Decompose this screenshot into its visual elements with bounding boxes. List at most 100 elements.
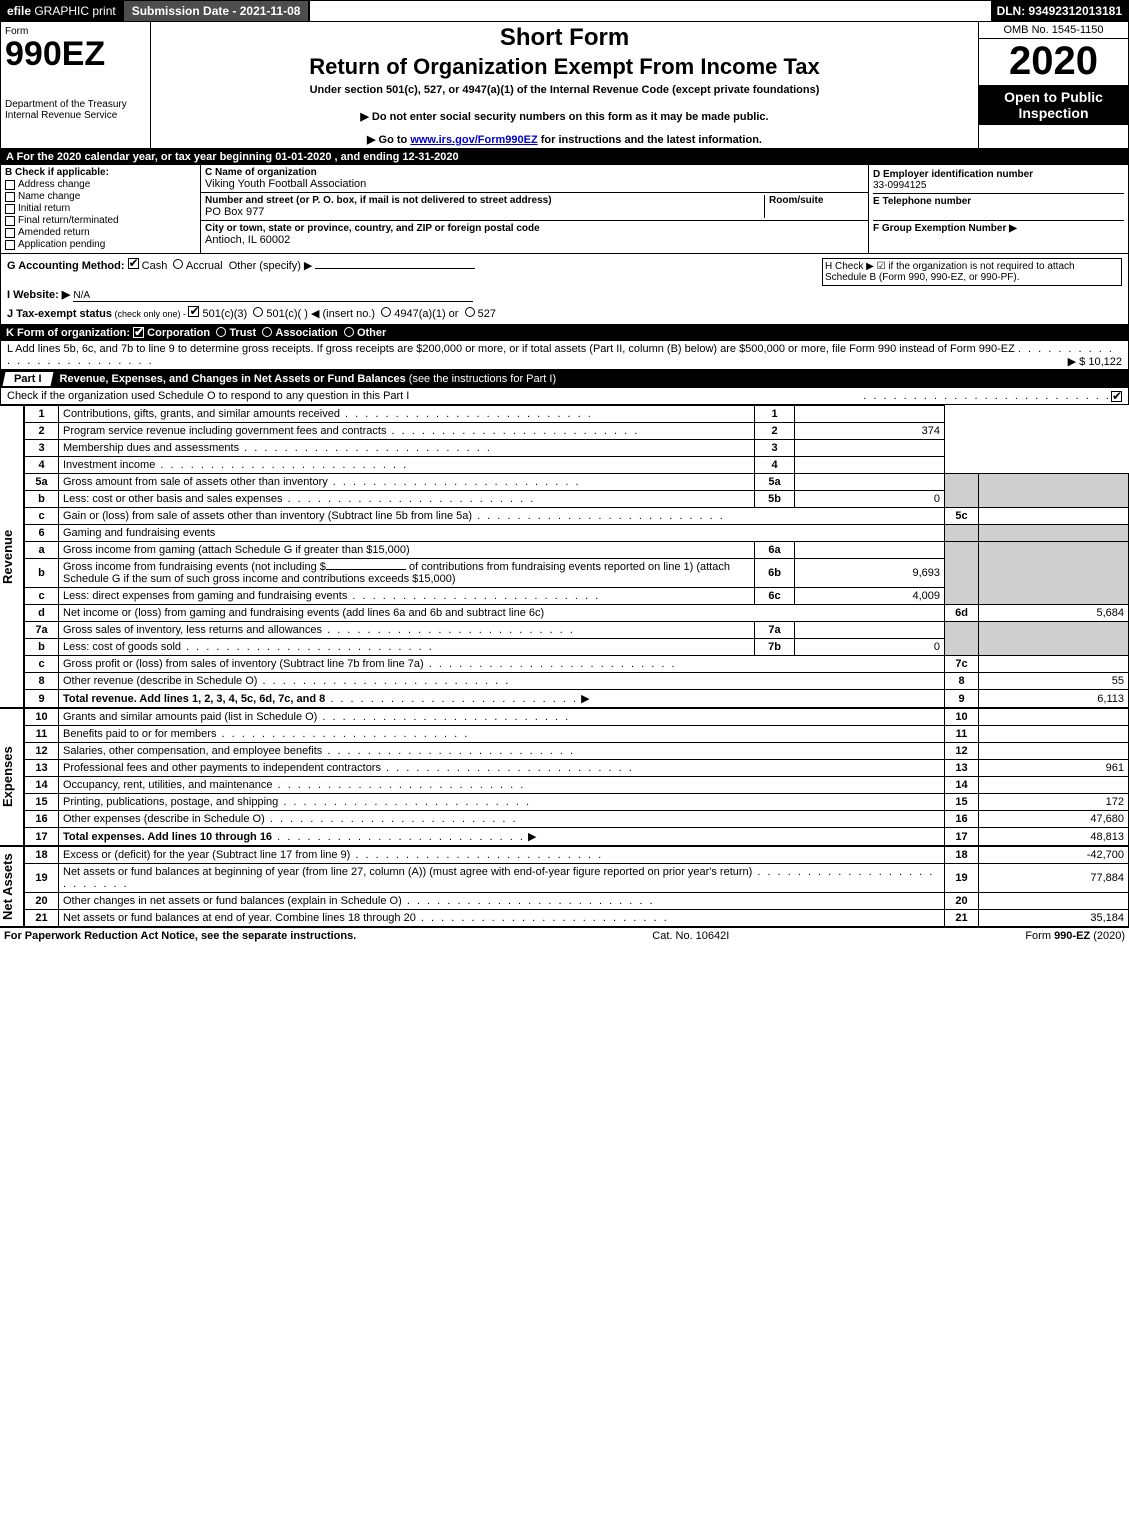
g-accrual-radio[interactable] bbox=[173, 259, 183, 269]
line-11: 11Benefits paid to or for members11 bbox=[25, 726, 1129, 743]
part1-check-text: Check if the organization used Schedule … bbox=[7, 390, 863, 402]
chk-address-change[interactable]: Address change bbox=[5, 179, 196, 190]
footer-left: For Paperwork Reduction Act Notice, see … bbox=[4, 930, 356, 942]
line-9: 9Total revenue. Add lines 1, 2, 3, 4, 5c… bbox=[25, 690, 1129, 708]
city-row: City or town, state or province, country… bbox=[201, 221, 868, 248]
box-c: C Name of organization Viking Youth Foot… bbox=[201, 165, 868, 253]
f-label: F Group Exemption Number ▶ bbox=[873, 223, 1124, 234]
section-g-l: H Check ▶ ☑ if the organization is not r… bbox=[0, 254, 1129, 325]
line-6a: aGross income from gaming (attach Schedu… bbox=[25, 542, 1129, 559]
efile-label: efile GRAPHIC print bbox=[1, 1, 122, 21]
part1-schedule-o-check[interactable] bbox=[1111, 391, 1122, 402]
h-box: H Check ▶ ☑ if the organization is not r… bbox=[822, 258, 1122, 286]
k-label: K Form of organization: bbox=[6, 327, 130, 339]
revenue-side-label: Revenue bbox=[0, 405, 24, 708]
line-10: 10Grants and similar amounts paid (list … bbox=[25, 709, 1129, 726]
k-assoc-radio[interactable] bbox=[262, 327, 272, 337]
omb-number: OMB No. 1545-1150 bbox=[979, 22, 1128, 39]
org-name-row: C Name of organization Viking Youth Foot… bbox=[201, 165, 868, 193]
goto-line: ▶ Go to www.irs.gov/Form990EZ for instru… bbox=[157, 133, 972, 146]
g-label: G Accounting Method: bbox=[7, 260, 125, 272]
d-row: D Employer identification number 33-0994… bbox=[873, 167, 1124, 194]
box-d: D Employer identification number 33-0994… bbox=[868, 165, 1128, 253]
line-20: 20Other changes in net assets or fund ba… bbox=[25, 893, 1129, 910]
dept-label: Department of the Treasury bbox=[5, 99, 146, 110]
line-2: 2Program service revenue including gover… bbox=[25, 423, 1129, 440]
k-other-radio[interactable] bbox=[344, 327, 354, 337]
line-14: 14Occupancy, rent, utilities, and mainte… bbox=[25, 777, 1129, 794]
box-b-title: B Check if applicable: bbox=[5, 167, 196, 178]
l-amt: ▶ $ 10,122 bbox=[1068, 355, 1122, 368]
e-row: E Telephone number bbox=[873, 194, 1124, 221]
under-section: Under section 501(c), 527, or 4947(a)(1)… bbox=[157, 84, 972, 96]
chk-name-change[interactable]: Name change bbox=[5, 191, 196, 202]
header-right: OMB No. 1545-1150 2020 Open to Public In… bbox=[978, 22, 1128, 148]
open-to-public: Open to Public Inspection bbox=[979, 85, 1128, 125]
j-501c3-check[interactable] bbox=[188, 306, 199, 317]
box-b: B Check if applicable: Address change Na… bbox=[1, 165, 201, 253]
chk-amended-return[interactable]: Amended return bbox=[5, 227, 196, 238]
line-17: 17Total expenses. Add lines 10 through 1… bbox=[25, 828, 1129, 846]
line-5c: cGain or (loss) from sale of assets othe… bbox=[25, 508, 1129, 525]
g-cash-check[interactable] bbox=[128, 258, 139, 269]
info-row: B Check if applicable: Address change Na… bbox=[0, 165, 1129, 254]
open-line2: Inspection bbox=[981, 105, 1126, 121]
chk-initial-return[interactable]: Initial return bbox=[5, 203, 196, 214]
expenses-table: 10Grants and similar amounts paid (list … bbox=[24, 708, 1129, 846]
l-line: L Add lines 5b, 6c, and 7b to line 9 to … bbox=[0, 341, 1129, 370]
l-text: L Add lines 5b, 6c, and 7b to line 9 to … bbox=[7, 343, 1015, 355]
k-trust-radio[interactable] bbox=[216, 327, 226, 337]
j-label: J Tax-exempt status bbox=[7, 308, 112, 320]
expenses-side-label: Expenses bbox=[0, 708, 24, 846]
e-label: E Telephone number bbox=[873, 196, 1124, 207]
line-15: 15Printing, publications, postage, and s… bbox=[25, 794, 1129, 811]
line-3: 3Membership dues and assessments3 bbox=[25, 440, 1129, 457]
addr-value: PO Box 977 bbox=[205, 206, 764, 218]
strip-a: A For the 2020 calendar year, or tax yea… bbox=[0, 149, 1129, 165]
short-form-title: Short Form bbox=[157, 24, 972, 52]
line-16: 16Other expenses (describe in Schedule O… bbox=[25, 811, 1129, 828]
efile-bold: efile bbox=[7, 4, 31, 18]
d-label: D Employer identification number bbox=[873, 169, 1124, 180]
header-left: Form 990EZ Department of the Treasury In… bbox=[1, 22, 151, 148]
line-6d: dNet income or (loss) from gaming and fu… bbox=[25, 605, 1129, 622]
irs-label: Internal Revenue Service bbox=[5, 110, 146, 121]
return-title: Return of Organization Exempt From Incom… bbox=[157, 54, 972, 80]
line-12: 12Salaries, other compensation, and empl… bbox=[25, 743, 1129, 760]
line-1: 1Contributions, gifts, grants, and simil… bbox=[25, 406, 1129, 423]
chk-final-return[interactable]: Final return/terminated bbox=[5, 215, 196, 226]
goto-pre: ▶ Go to bbox=[367, 134, 410, 146]
dln: DLN: 93492312013181 bbox=[991, 1, 1128, 21]
j-501c-radio[interactable] bbox=[253, 307, 263, 317]
addr-label: Number and street (or P. O. box, if mail… bbox=[205, 195, 764, 206]
efile-rest: GRAPHIC print bbox=[31, 4, 116, 18]
chk-application-pending[interactable]: Application pending bbox=[5, 239, 196, 250]
c-label: C Name of organization bbox=[205, 167, 864, 178]
goto-post: for instructions and the latest informat… bbox=[538, 134, 762, 146]
netassets-table: 18Excess or (deficit) for the year (Subt… bbox=[24, 846, 1129, 927]
goto-link[interactable]: www.irs.gov/Form990EZ bbox=[410, 134, 537, 146]
line-21: 21Net assets or fund balances at end of … bbox=[25, 910, 1129, 927]
footer-right: Form 990-EZ (2020) bbox=[1025, 930, 1125, 942]
i-line: I Website: ▶ N/A bbox=[7, 288, 1122, 302]
line-13: 13Professional fees and other payments t… bbox=[25, 760, 1129, 777]
form-header: Form 990EZ Department of the Treasury In… bbox=[0, 22, 1129, 149]
line-5a: 5aGross amount from sale of assets other… bbox=[25, 474, 1129, 491]
line-18: 18Excess or (deficit) for the year (Subt… bbox=[25, 847, 1129, 864]
expenses-section: Expenses 10Grants and similar amounts pa… bbox=[0, 708, 1129, 846]
k-corp-check[interactable] bbox=[133, 327, 144, 338]
page-footer: For Paperwork Reduction Act Notice, see … bbox=[0, 927, 1129, 944]
k-strip: K Form of organization: Corporation Trus… bbox=[0, 325, 1129, 341]
c-value: Viking Youth Football Association bbox=[205, 178, 864, 190]
j-4947-radio[interactable] bbox=[381, 307, 391, 317]
netassets-section: Net Assets 18Excess or (deficit) for the… bbox=[0, 846, 1129, 927]
header-center: Short Form Return of Organization Exempt… bbox=[151, 22, 978, 148]
line-19: 19Net assets or fund balances at beginni… bbox=[25, 864, 1129, 893]
do-not-enter: ▶ Do not enter social security numbers o… bbox=[157, 110, 972, 123]
addr-row: Number and street (or P. O. box, if mail… bbox=[201, 193, 868, 221]
line-6: 6Gaming and fundraising events bbox=[25, 525, 1129, 542]
revenue-section: Revenue 1Contributions, gifts, grants, a… bbox=[0, 405, 1129, 708]
f-row: F Group Exemption Number ▶ bbox=[873, 221, 1124, 236]
j-527-radio[interactable] bbox=[465, 307, 475, 317]
revenue-table: 1Contributions, gifts, grants, and simil… bbox=[24, 405, 1129, 708]
